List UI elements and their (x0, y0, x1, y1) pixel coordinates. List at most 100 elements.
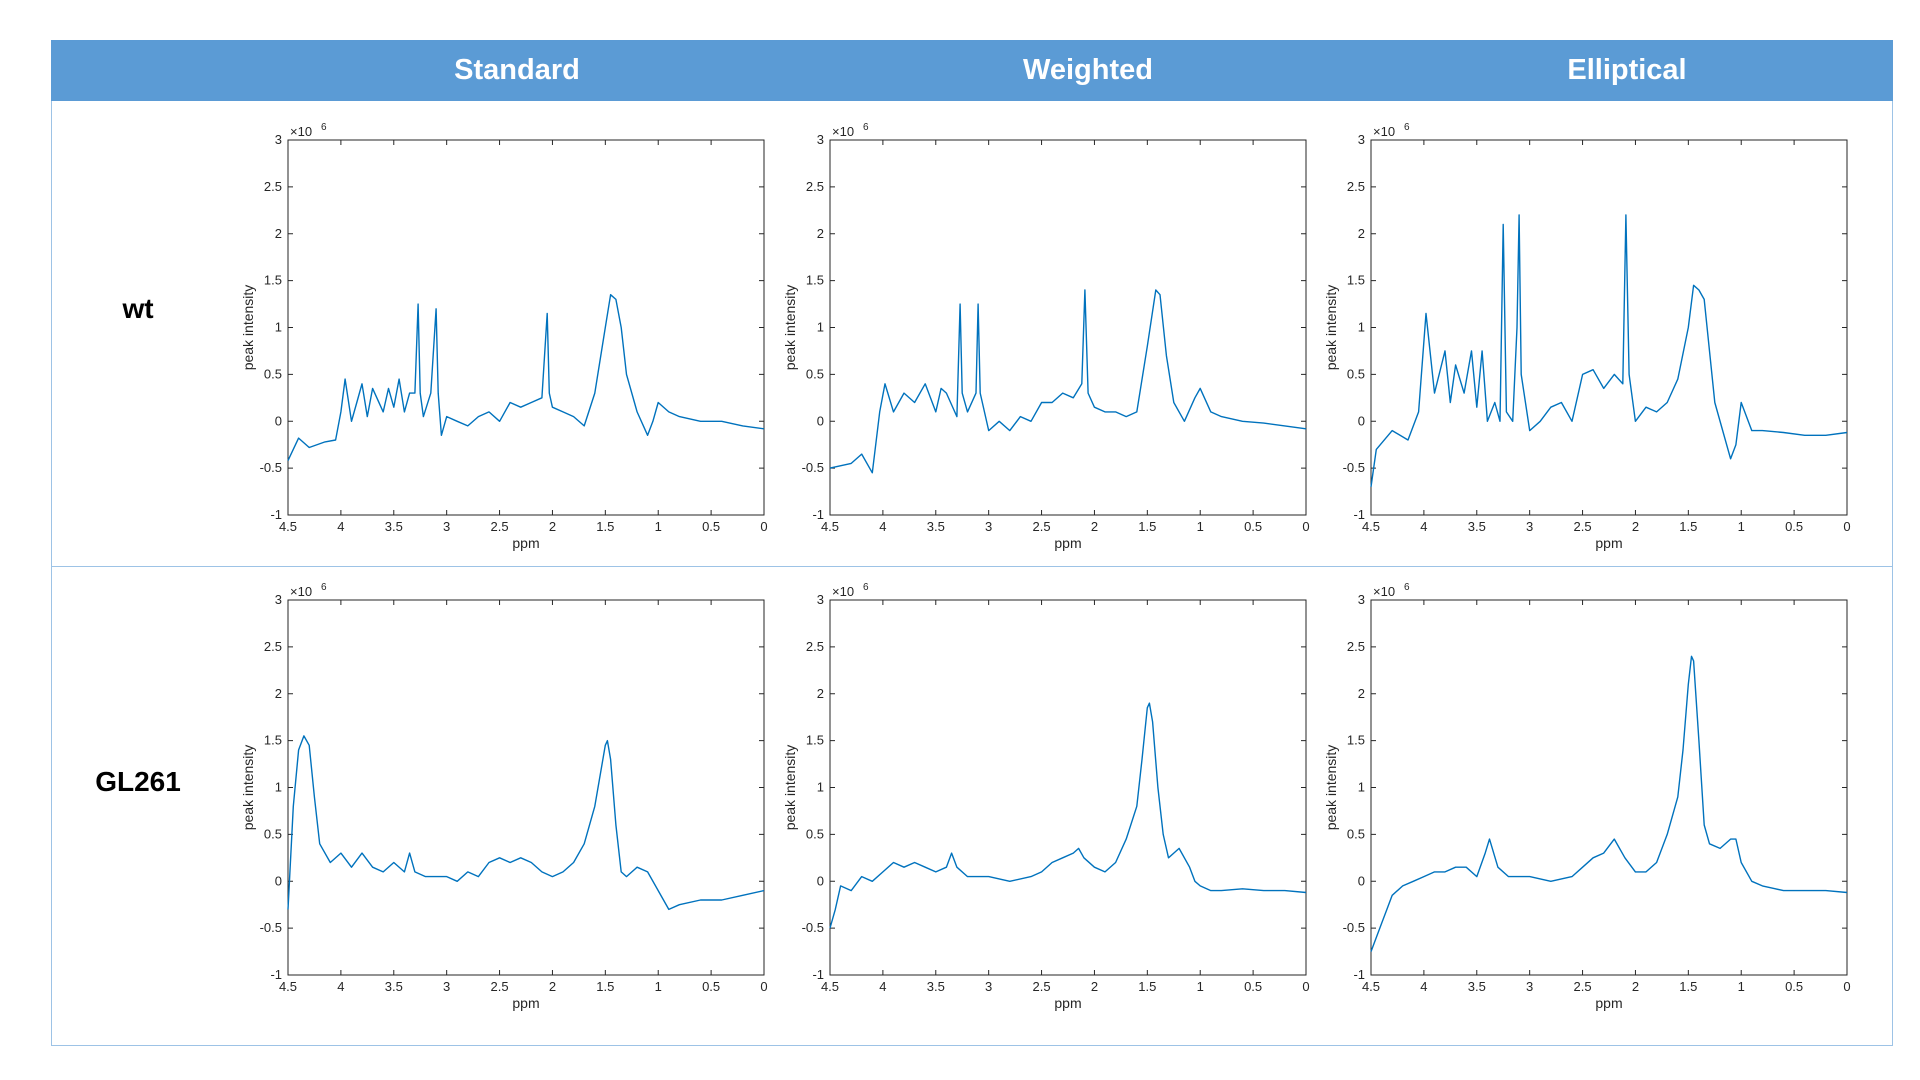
y-tick-label: 1 (1358, 320, 1365, 335)
y-tick-label: 2.5 (264, 179, 282, 194)
plot-area (287, 599, 765, 976)
y-tick-label: 1.5 (1347, 273, 1365, 288)
x-tick-label: 0 (760, 519, 767, 534)
y-axis-label: peak intensity (240, 285, 256, 371)
y-tick-label: 0.5 (806, 366, 824, 381)
spectrum-line (1370, 214, 1848, 487)
y-tick-label: -0.5 (1343, 920, 1365, 935)
x-tick-label: 2.5 (491, 519, 509, 534)
x-tick-label: 1 (1197, 519, 1204, 534)
x-tick-label: 1.5 (1679, 519, 1697, 534)
y-tick-label: 0.5 (1347, 366, 1365, 381)
chart-gl261-standard: 4.5 4 3.5 3 2.5 2 1.5 1 0.5 0 3 2.5 2 1.5 1 0.5 0 -0.5 -1 p… (240, 582, 768, 1011)
x-tick-label: 1 (655, 979, 662, 994)
chart-gl261-elliptical: 4.5 4 3.5 3 2.5 2 1.5 1 0.5 0 3 2.5 2 1.5 1 0.5 0 -0.5 -1 p… (1323, 582, 1851, 1011)
x-tick-label: 1 (1197, 979, 1204, 994)
y-axis-label: peak intensity (1323, 285, 1339, 371)
y-tick-label: 1 (275, 320, 282, 335)
y-tick-label: 3 (817, 592, 824, 607)
y-tick-label: 1.5 (264, 273, 282, 288)
chart-gl261-weighted: 4.5 4 3.5 3 2.5 2 1.5 1 0.5 0 3 2.5 2 1.5 1 0.5 0 -0.5 -1 p… (782, 582, 1310, 1011)
x-tick-label: 3 (1526, 979, 1533, 994)
y-tick-label: 3 (275, 132, 282, 147)
x-tick-label: 1.5 (1138, 979, 1156, 994)
exponent-superscript: 6 (863, 122, 869, 133)
exponent-superscript: 6 (321, 122, 327, 133)
spectrum-line (829, 702, 1307, 929)
x-tick-label: 1.5 (596, 519, 614, 534)
y-tick-label: 3 (1358, 132, 1365, 147)
x-tick-label: 0 (1302, 979, 1309, 994)
x-tick-label: 2 (1091, 519, 1098, 534)
x-tick-label: 4 (879, 979, 886, 994)
y-tick-label: 3 (275, 592, 282, 607)
y-tick-label: -0.5 (802, 920, 824, 935)
spectrum-line (287, 293, 765, 461)
x-tick-label: 2 (1632, 979, 1639, 994)
y-tick-label: 1 (1358, 780, 1365, 795)
y-tick-label: 3 (1358, 592, 1365, 607)
x-tick-label: 1.5 (1138, 519, 1156, 534)
x-tick-label: 2.5 (491, 979, 509, 994)
chart-wt-elliptical: 4.5 4 3.5 3 2.5 2 1.5 1 0.5 0 3 2.5 2 1.5 1 0.5 0 -0.5 -1 p… (1323, 122, 1851, 551)
plot-area (829, 139, 1307, 516)
x-tick-label: 2.5 (1574, 979, 1592, 994)
spectrum-line (287, 735, 765, 911)
y-tick-label: 0.5 (806, 826, 824, 841)
x-tick-label: 2.5 (1574, 519, 1592, 534)
x-tick-label: 0.5 (1244, 979, 1262, 994)
x-axis-label: ppm (512, 995, 539, 1011)
y-tick-label: -1 (812, 967, 824, 982)
y-tick-label: 2.5 (264, 639, 282, 654)
x-tick-label: 4 (337, 519, 344, 534)
x-tick-label: 0 (1843, 519, 1850, 534)
row-label-gl261: GL261 (95, 766, 181, 797)
plot-area (829, 599, 1307, 976)
y-axis-label: peak intensity (782, 745, 798, 831)
x-axis-label: ppm (1054, 995, 1081, 1011)
y-tick-label: 2 (275, 226, 282, 241)
y-tick-label: 0.5 (1347, 826, 1365, 841)
exponent-superscript: 6 (321, 582, 327, 593)
x-axis-label: ppm (512, 535, 539, 551)
y-tick-label: 2 (817, 686, 824, 701)
y-tick-label: -1 (270, 507, 282, 522)
column-header-standard: Standard (454, 54, 580, 86)
y-tick-label: 2 (817, 226, 824, 241)
x-tick-label: 2 (549, 979, 556, 994)
x-tick-label: 3.5 (1468, 979, 1486, 994)
exponent-superscript: 6 (1404, 582, 1410, 593)
y-tick-label: 3 (817, 132, 824, 147)
y-axis-label: peak intensity (240, 745, 256, 831)
y-tick-label: -0.5 (260, 920, 282, 935)
y-tick-label: 0 (1358, 413, 1365, 428)
x-tick-label: 4 (879, 519, 886, 534)
chart-wt-weighted: 4.5 4 3.5 3 2.5 2 1.5 1 0.5 0 3 2.5 2 1.5 1 0.5 0 -0.5 -1 p… (782, 122, 1310, 551)
x-tick-label: 4.5 (1362, 979, 1380, 994)
x-tick-label: 3 (443, 979, 450, 994)
y-tick-label: 1 (817, 320, 824, 335)
y-tick-label: 0 (275, 413, 282, 428)
column-header-weighted: Weighted (1023, 54, 1153, 86)
y-tick-label: -0.5 (802, 460, 824, 475)
x-tick-label: 0.5 (1785, 979, 1803, 994)
exponent-label: ×10 (832, 124, 854, 139)
plot-area (287, 139, 765, 516)
x-tick-label: 4 (1420, 979, 1427, 994)
y-tick-label: -1 (1353, 967, 1365, 982)
y-tick-label: 0.5 (264, 826, 282, 841)
x-tick-label: 4.5 (279, 979, 297, 994)
x-tick-label: 2 (1091, 979, 1098, 994)
x-tick-label: 2.5 (1033, 519, 1051, 534)
x-axis-label: ppm (1595, 535, 1622, 551)
x-tick-label: 0.5 (702, 519, 720, 534)
spectrum-line (1370, 655, 1848, 952)
exponent-label: ×10 (290, 584, 312, 599)
y-tick-label: 2 (1358, 686, 1365, 701)
y-tick-label: 0 (817, 873, 824, 888)
x-tick-label: 0 (760, 979, 767, 994)
exponent-label: ×10 (290, 124, 312, 139)
column-header-elliptical: Elliptical (1567, 54, 1687, 86)
y-tick-label: -0.5 (1343, 460, 1365, 475)
x-tick-label: 0 (1843, 979, 1850, 994)
